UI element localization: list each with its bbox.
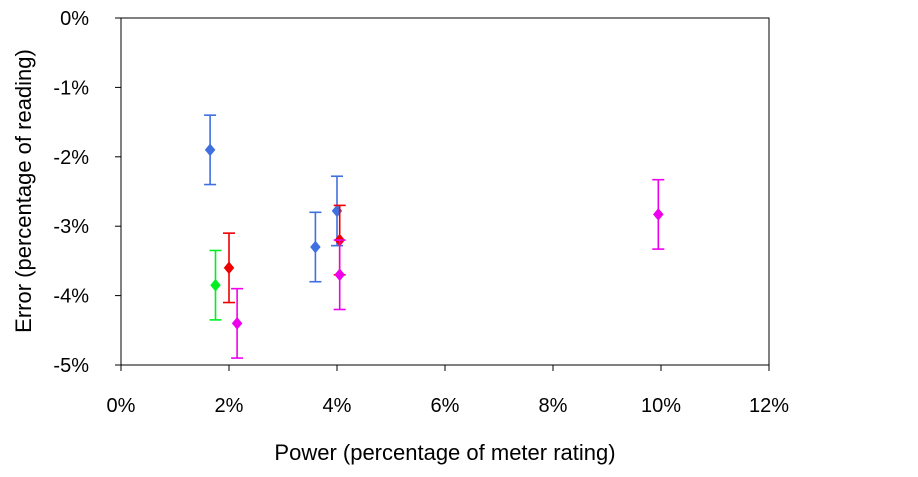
y-tick-label: -2% xyxy=(53,147,89,169)
y-tick-label: -1% xyxy=(53,77,89,99)
y-tick-label: -5% xyxy=(53,355,89,377)
data-series xyxy=(204,114,665,359)
series-2 xyxy=(209,249,222,321)
x-tick-label: 8% xyxy=(539,395,568,417)
x-tick-label: 4% xyxy=(323,395,352,417)
data-point xyxy=(210,278,221,292)
x-tick-label: 0% xyxy=(107,395,136,417)
data-point xyxy=(652,208,664,221)
data-point xyxy=(334,268,346,282)
y-tick-label: 0% xyxy=(60,8,89,30)
data-point xyxy=(310,240,321,254)
data-point xyxy=(231,316,243,330)
x-tick-label: 12% xyxy=(749,395,789,417)
x-axis: 0% 2% 4% 6% 8% 10% 12% xyxy=(107,365,789,417)
plot-area xyxy=(120,17,770,366)
data-point xyxy=(223,261,235,275)
x-tick-label: 10% xyxy=(641,395,681,417)
x-axis-title: Power (percentage of meter rating) xyxy=(274,440,615,465)
x-tick-label: 6% xyxy=(431,395,460,417)
x-tick-label: 2% xyxy=(215,395,244,417)
y-tick-label: -3% xyxy=(53,216,89,238)
y-axis: 0% -1% -2% -3% -4% -5% xyxy=(53,8,121,377)
data-point xyxy=(204,143,216,157)
y-axis-title: Error (percentage of reading) xyxy=(11,49,36,333)
series-4 xyxy=(231,178,665,359)
y-tick-label: -4% xyxy=(53,286,89,308)
